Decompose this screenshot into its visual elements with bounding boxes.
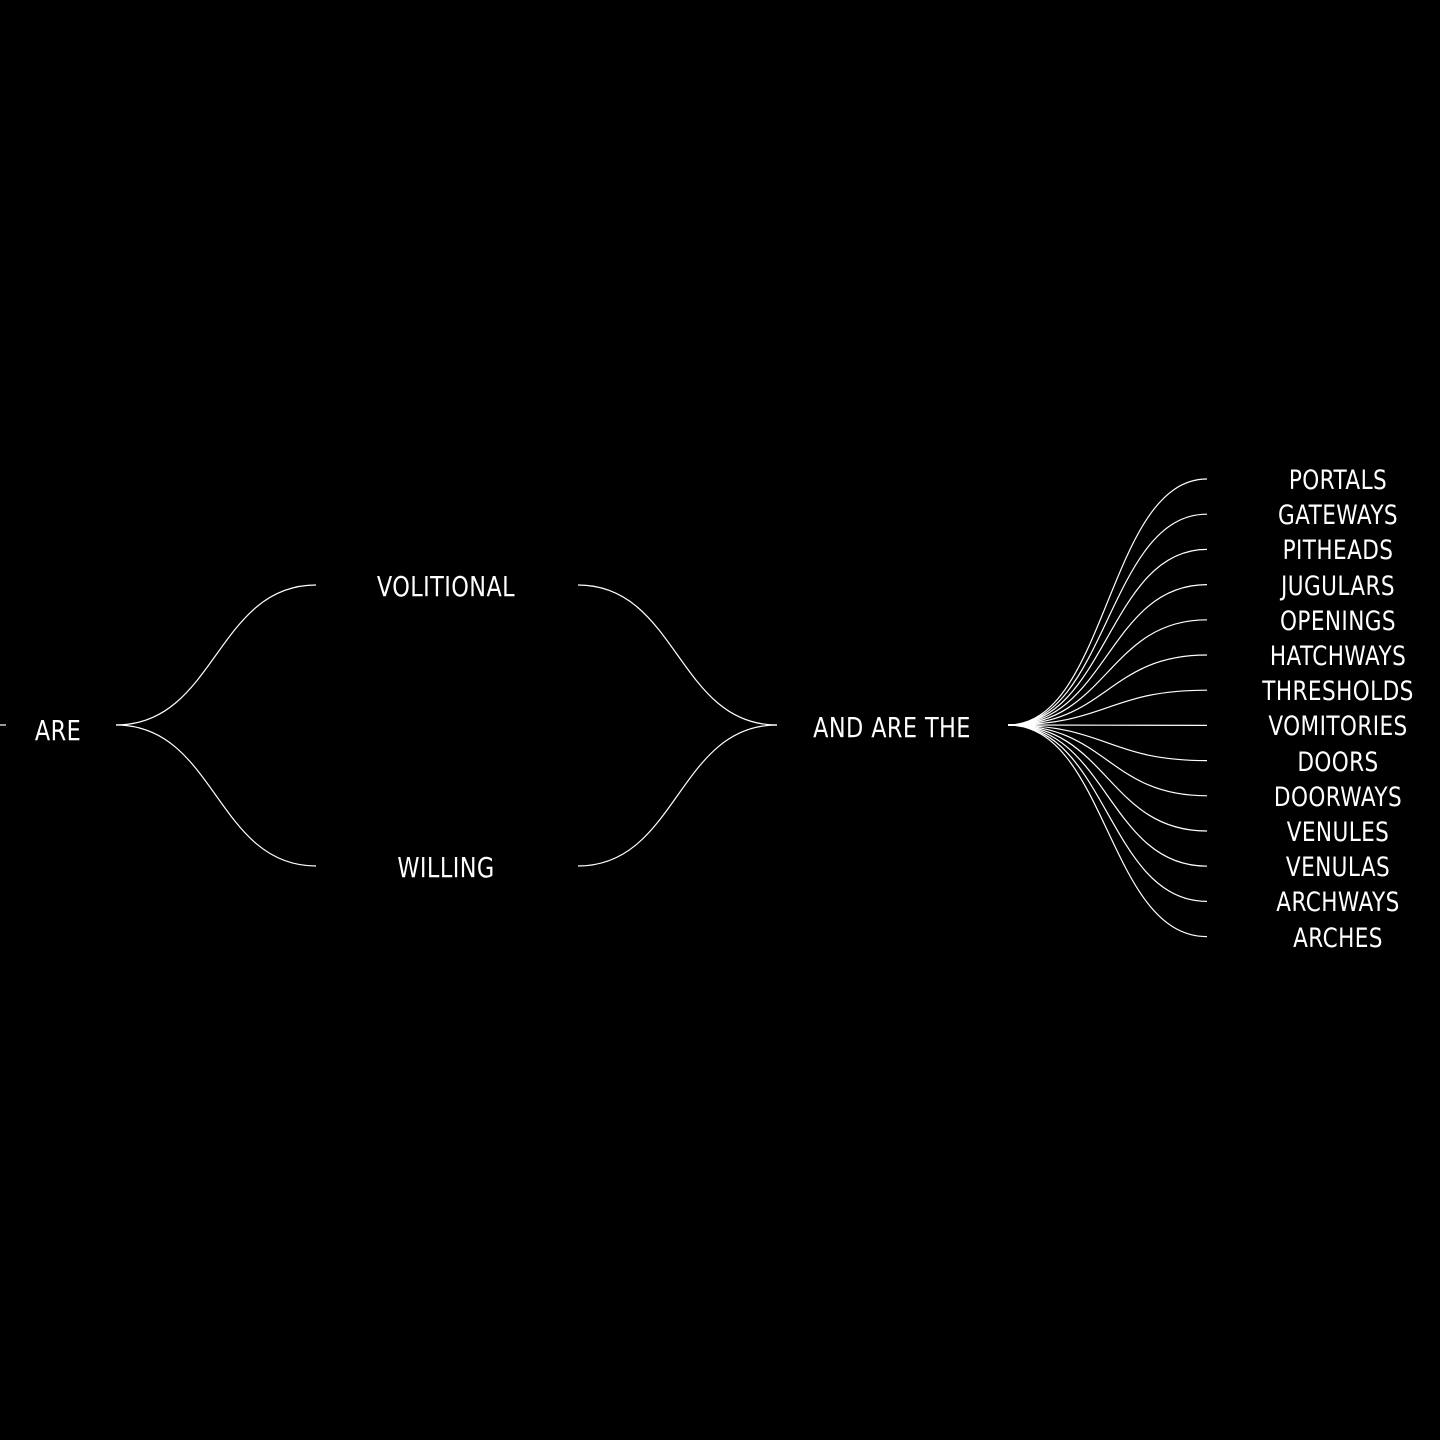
link-join-to-hatchways xyxy=(1007,654,1208,726)
link-are-to-willing xyxy=(115,724,317,867)
link-join-to-venulas xyxy=(1007,724,1208,867)
link-join-to-gateways xyxy=(1007,513,1208,726)
fan-word-archways: ARCHWAYS xyxy=(1276,887,1400,919)
fan-word-doors: DOORS xyxy=(1297,746,1379,778)
fan-word-openings: OPENINGS xyxy=(1279,605,1397,637)
fan-word-jugulars: JUGULARS xyxy=(1281,570,1395,602)
fan-word-vomitories: VOMITORIES xyxy=(1268,711,1408,743)
word-volitional: VOLITIONAL xyxy=(376,570,516,603)
fan-word-thresholds: THRESHOLDS xyxy=(1262,676,1414,708)
link-join-to-pitheads xyxy=(1007,548,1208,726)
fan-word-venulas: VENULAS xyxy=(1285,852,1391,884)
fan-word-doorways: DOORWAYS xyxy=(1273,781,1403,813)
link-join-to-openings xyxy=(1007,619,1208,726)
word-and-are-the: AND ARE THE xyxy=(813,711,971,744)
link-willing-to-join xyxy=(577,724,778,867)
fan-word-arches: ARCHES xyxy=(1293,922,1383,954)
link-join-to-archways xyxy=(1007,724,1208,902)
link-volitional-to-join xyxy=(577,584,778,726)
link-join-to-venules xyxy=(1007,724,1208,832)
fan-word-hatchways: HATCHWAYS xyxy=(1269,641,1407,672)
fan-word-venules: VENULES xyxy=(1286,817,1390,848)
link-join-to-doorways xyxy=(1007,724,1208,797)
link-join-to-thresholds xyxy=(1007,689,1208,726)
word-are: ARE xyxy=(34,714,82,747)
fan-word-pitheads: PITHEADS xyxy=(1282,535,1394,567)
link-join-to-doors xyxy=(1007,724,1208,762)
word-willing: WILLING xyxy=(397,851,495,884)
fan-word-gateways: GATEWAYS xyxy=(1277,500,1399,532)
link-join-to-jugulars xyxy=(1007,584,1208,726)
link-join-to-arches xyxy=(1007,724,1208,938)
link-are-to-volitional xyxy=(115,584,317,726)
link-join-to-portals xyxy=(1007,478,1208,726)
fan-word-portals: PORTALS xyxy=(1288,465,1388,496)
